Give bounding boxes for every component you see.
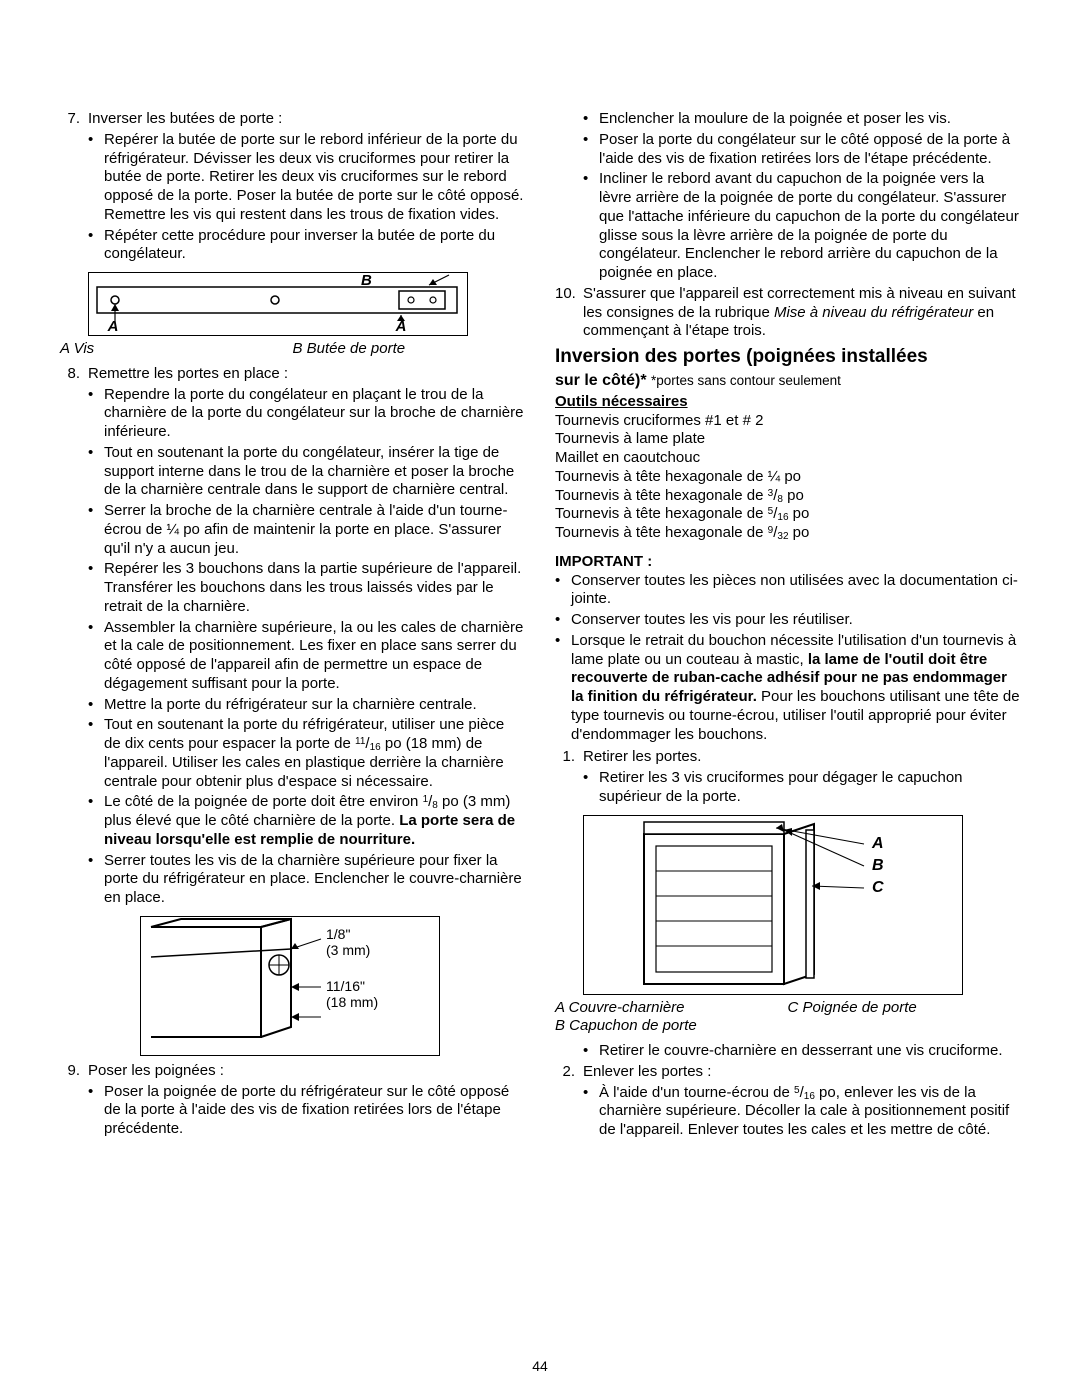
step-7-bullets: •Repérer la butée de porte sur le rebord… <box>60 131 525 264</box>
step-number: 2. <box>555 1063 583 1082</box>
step-number: 1. <box>555 748 583 767</box>
step-9-bullets: •Poser la poignée de porte du réfrigérat… <box>60 1083 525 1139</box>
right-diagram-legend: A Couvre-charnière C Poignée de porte B … <box>555 999 1020 1037</box>
step-title: Remettre les portes en place : <box>88 365 525 384</box>
continuation-bullets: •Enclencher la moulure de la poignée et … <box>555 110 1020 283</box>
svg-text:A: A <box>107 318 119 333</box>
tool-item: Maillet en caoutchouc <box>555 449 1020 468</box>
bullet: •Serrer la broche de la charnière centra… <box>88 502 525 558</box>
rstep-1-bullets: •Retirer les 3 vis cruciformes pour déga… <box>555 769 1020 807</box>
bullet: •Rependre la porte du congélateur en pla… <box>88 386 525 442</box>
step-title: Enlever les portes : <box>583 1063 1020 1082</box>
important-heading: IMPORTANT : <box>555 553 1020 572</box>
bullet: •Retirer les 3 vis cruciformes pour déga… <box>583 769 1020 807</box>
bullet: •Repérer la butée de porte sur le rebord… <box>88 131 525 225</box>
left-column: 7. Inverser les butées de porte : •Repér… <box>60 110 525 1142</box>
step-title: Retirer les portes. <box>583 748 1020 767</box>
svg-text:A: A <box>395 318 407 333</box>
page-number: 44 <box>0 1358 1080 1376</box>
bullet: •À l'aide d'un tourne-écrou de 5/16 po, … <box>583 1084 1020 1140</box>
step-number: 7. <box>60 110 88 129</box>
step-number: 8. <box>60 365 88 384</box>
bullet: •Retirer le couvre-charnière en desserra… <box>583 1042 1020 1061</box>
tool-item: Tournevis à tête hexagonale de 3/8 po <box>555 487 1020 506</box>
step-number: 10. <box>555 285 583 341</box>
tools-heading: Outils nécessaires <box>555 393 1020 412</box>
legend-a: A Couvre-charnière <box>555 999 788 1018</box>
bullet: •Conserver toutes les pièces non utilisé… <box>555 572 1020 610</box>
tool-item: Tournevis à lame plate <box>555 430 1020 449</box>
door-stop-diagram: A A B <box>88 272 468 336</box>
svg-text:(3 mm): (3 mm) <box>326 942 370 958</box>
tool-item: Tournevis à tête hexagonale de ¼ po <box>555 468 1020 487</box>
step-title: Poser les poignées : <box>88 1062 525 1081</box>
bullet: •Tout en soutenant la porte du congélate… <box>88 444 525 500</box>
step-8: 8. Remettre les portes en place : <box>60 365 525 384</box>
bullet: •Poser la porte du congélateur sur le cô… <box>583 131 1020 169</box>
step-text: S'assurer que l'appareil est correctemen… <box>583 285 1020 341</box>
rstep-2-bullets: •À l'aide d'un tourne-écrou de 5/16 po, … <box>555 1084 1020 1140</box>
door-spacing-diagram: 1/8" (3 mm) 11/16" (18 mm) <box>140 916 440 1056</box>
section-heading: Inversion des portes (poignées installée… <box>555 345 1020 369</box>
svg-text:B: B <box>361 273 372 289</box>
post-diagram-bullets: •Retirer le couvre-charnière en desserra… <box>555 1042 1020 1061</box>
bullet: •Assembler la charnière supérieure, la o… <box>88 619 525 694</box>
manual-page: 7. Inverser les butées de porte : •Repér… <box>0 0 1080 1397</box>
svg-text:B: B <box>872 857 884 874</box>
bullet: •Tout en soutenant la porte du réfrigéra… <box>88 716 525 791</box>
bullet: •Poser la poignée de porte du réfrigérat… <box>88 1083 525 1139</box>
bullet: •Enclencher la moulure de la poignée et … <box>583 110 1020 129</box>
bullet: •Incliner le rebord avant du capuchon de… <box>583 170 1020 283</box>
tool-item: Tournevis à tête hexagonale de 9/32 po <box>555 524 1020 543</box>
bullet: •Le côté de la poignée de porte doit êtr… <box>88 793 525 849</box>
step-number: 9. <box>60 1062 88 1081</box>
svg-text:11/16": 11/16" <box>326 978 365 994</box>
right-column: •Enclencher la moulure de la poignée et … <box>555 110 1020 1142</box>
important-bullets: •Conserver toutes les pièces non utilisé… <box>555 572 1020 745</box>
bullet: •Mettre la porte du réfrigérateur sur la… <box>88 696 525 715</box>
tool-item: Tournevis à tête hexagonale de 5/16 po <box>555 505 1020 524</box>
legend-b: B Capuchon de porte <box>555 1017 1020 1036</box>
step-10: 10. S'assurer que l'appareil est correct… <box>555 285 1020 341</box>
legend-b: B Butée de porte <box>293 340 526 359</box>
legend-a: A Vis <box>60 340 293 359</box>
step-8-bullets: •Rependre la porte du congélateur en pla… <box>60 386 525 908</box>
bullet: •Conserver toutes les vis pour les réuti… <box>555 611 1020 630</box>
rstep-1: 1. Retirer les portes. <box>555 748 1020 767</box>
tool-item: Tournevis cruciformes #1 et # 2 <box>555 412 1020 431</box>
rstep-2: 2. Enlever les portes : <box>555 1063 1020 1082</box>
step-7: 7. Inverser les butées de porte : <box>60 110 525 129</box>
legend-c: C Poignée de porte <box>788 999 1021 1018</box>
two-column-layout: 7. Inverser les butées de porte : •Repér… <box>60 110 1020 1142</box>
bullet: •Lorsque le retrait du bouchon nécessite… <box>555 632 1020 745</box>
bullet: •Répéter cette procédure pour inverser l… <box>88 227 525 265</box>
bullet: •Serrer toutes les vis de la charnière s… <box>88 852 525 908</box>
svg-text:1/8": 1/8" <box>326 926 350 942</box>
svg-text:C: C <box>872 879 884 896</box>
diagram-7-legend: A Vis B Butée de porte <box>60 340 525 359</box>
bullet: •Repérer les 3 bouchons dans la partie s… <box>88 560 525 616</box>
svg-text:A: A <box>871 835 884 852</box>
fridge-door-diagram: A B C <box>583 815 963 995</box>
step-9: 9. Poser les poignées : <box>60 1062 525 1081</box>
svg-text:(18 mm): (18 mm) <box>326 994 378 1010</box>
step-title: Inverser les butées de porte : <box>88 110 525 129</box>
section-heading-line2: sur le côté)* *portes sans contour seule… <box>555 371 1020 391</box>
